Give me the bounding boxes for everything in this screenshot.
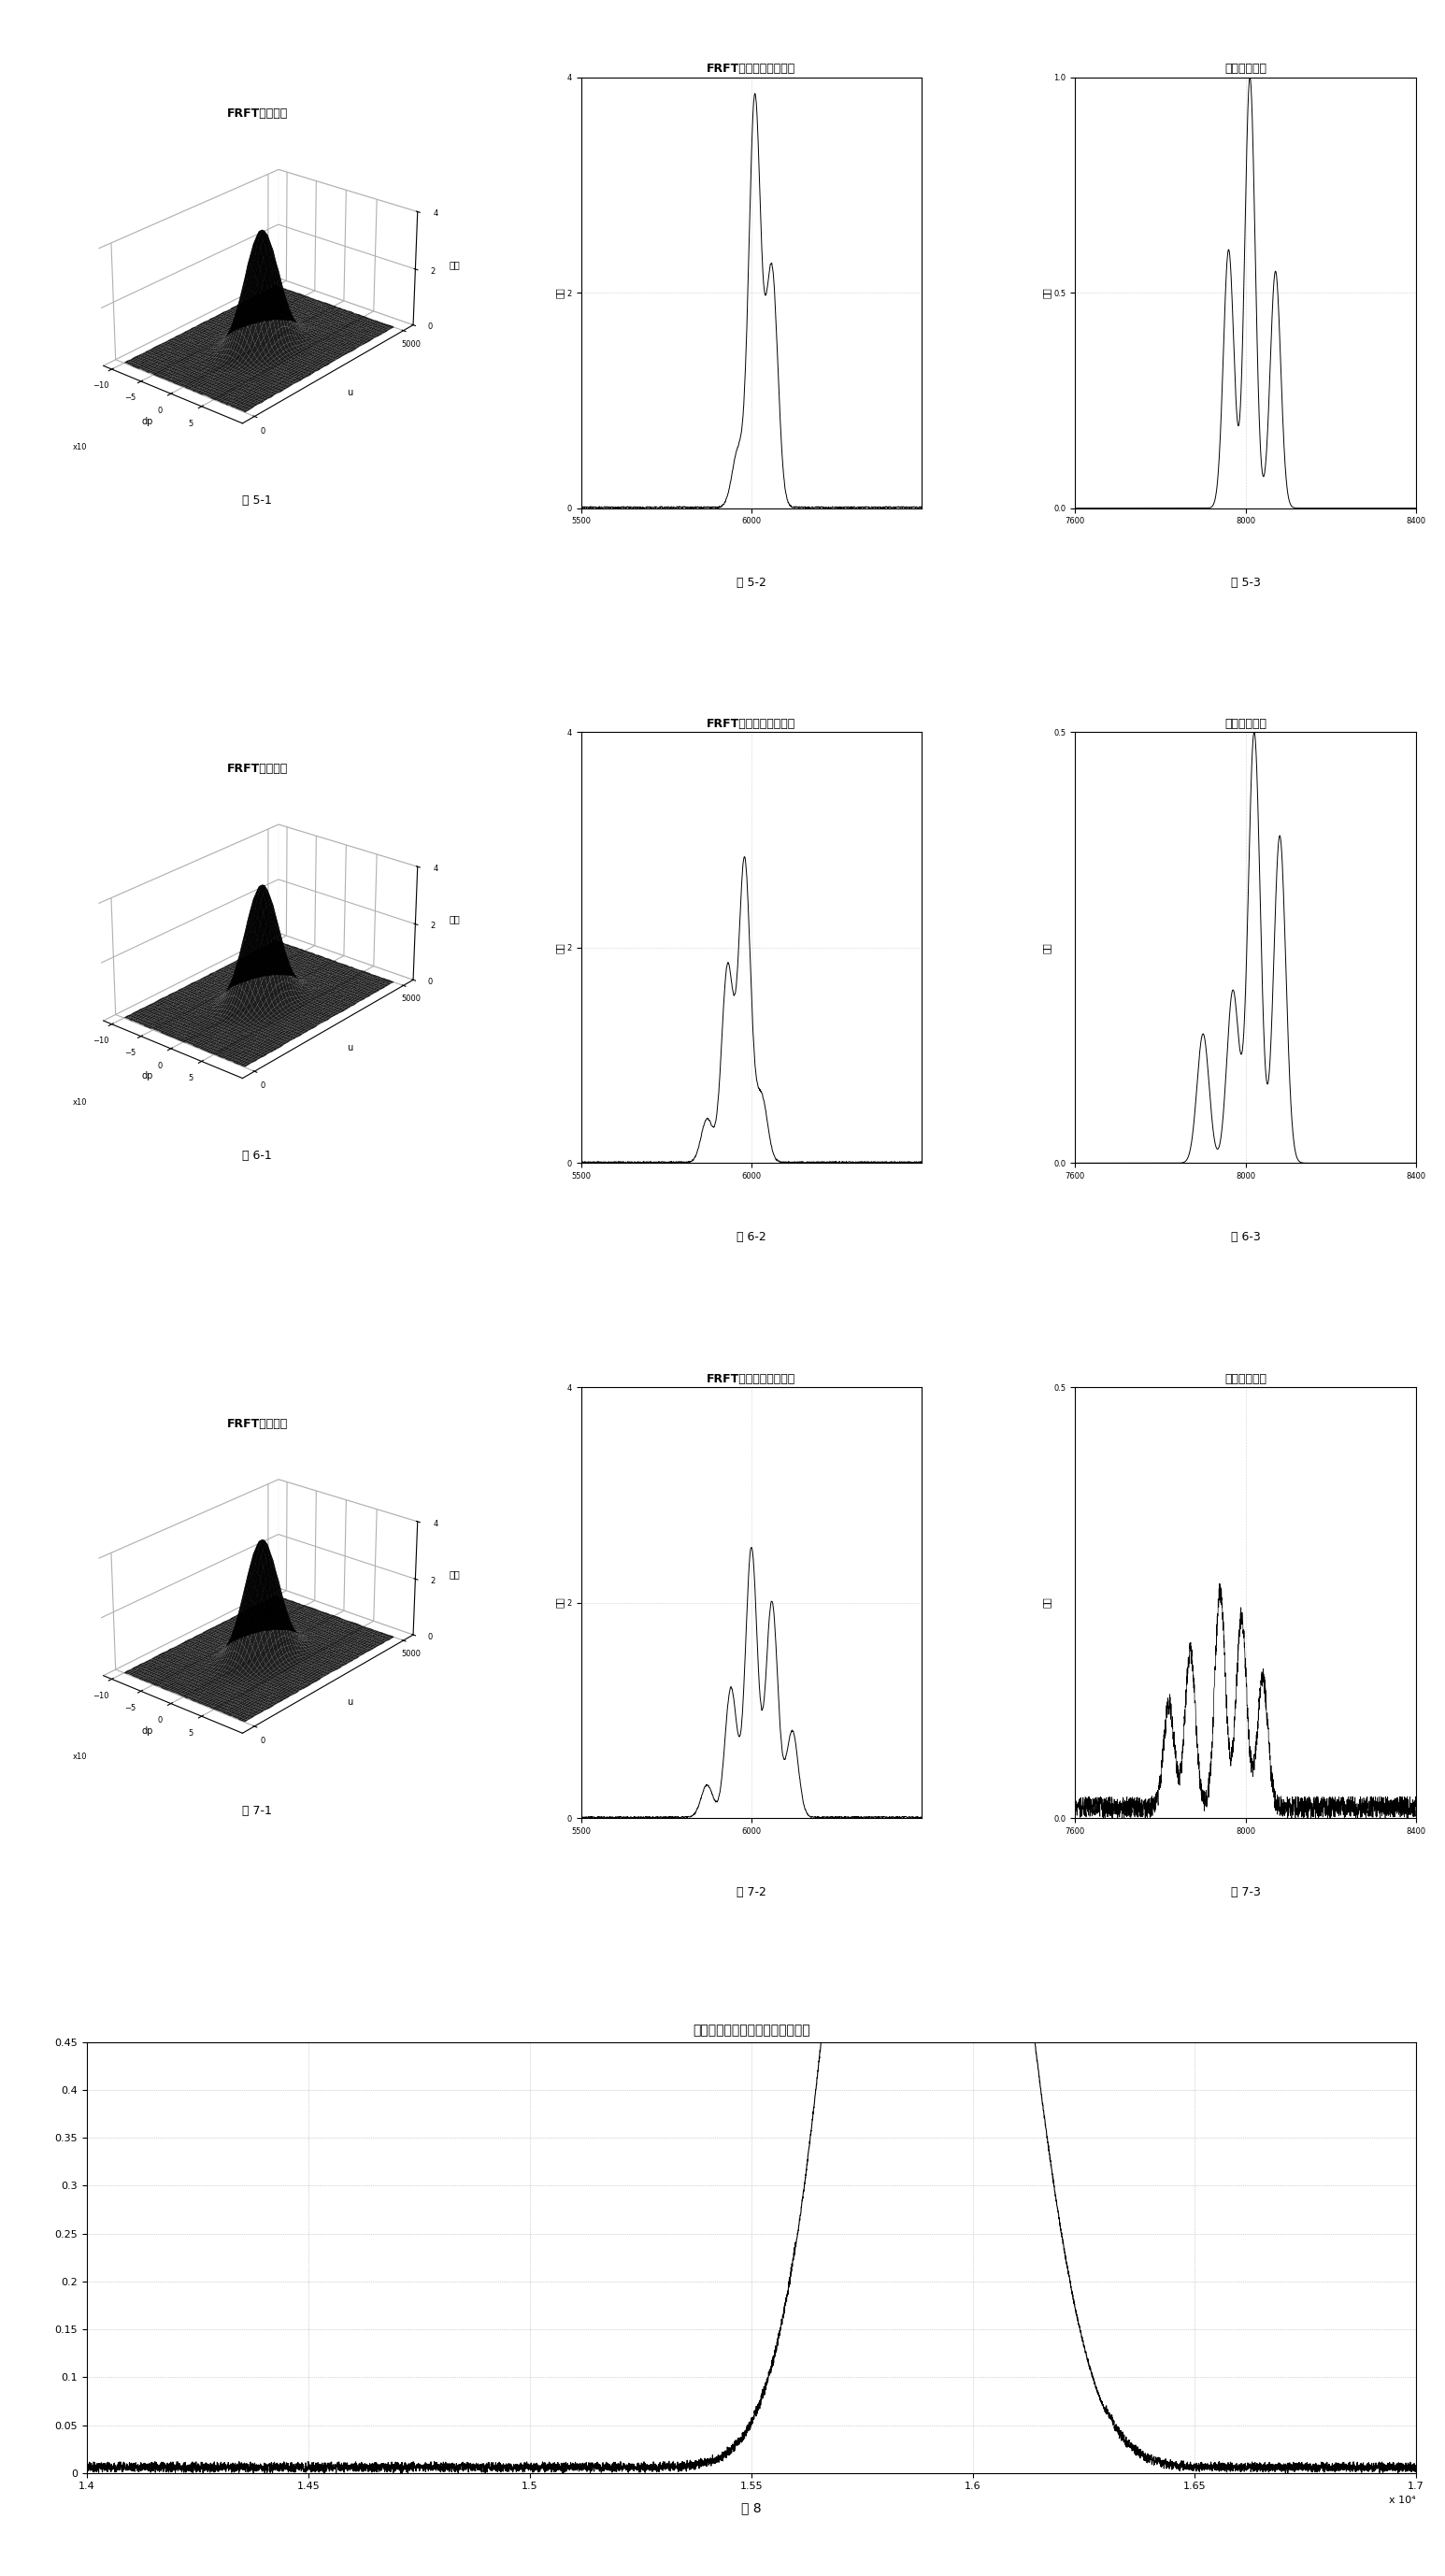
Title: 以原信号作为参考的拷贝相关输出: 以原信号作为参考的拷贝相关输出 <box>692 2025 811 2038</box>
Y-axis label: u: u <box>347 1698 353 1708</box>
Title: 拷贝相关输出: 拷贝相关输出 <box>1224 719 1267 729</box>
Title: FRFT二维搜索: FRFT二维搜索 <box>227 108 288 121</box>
Title: FRFT模值最优阶次输出: FRFT模值最优阶次输出 <box>707 1373 796 1386</box>
Y-axis label: 幅度: 幅度 <box>555 943 565 953</box>
X-axis label: dp: dp <box>142 1726 153 1736</box>
Title: 拷贝相关输出: 拷贝相关输出 <box>1224 1373 1267 1386</box>
Y-axis label: 幅度: 幅度 <box>1042 943 1052 953</box>
Y-axis label: u: u <box>347 1043 353 1051</box>
Text: 图 7-1: 图 7-1 <box>243 1806 272 1816</box>
Text: 图 6-1: 图 6-1 <box>243 1149 272 1162</box>
Text: 图 7-2: 图 7-2 <box>737 1886 766 1899</box>
Text: 图 6-2: 图 6-2 <box>737 1231 766 1244</box>
Text: 图 6-3: 图 6-3 <box>1231 1231 1260 1244</box>
Y-axis label: 幅度: 幅度 <box>555 1597 565 1607</box>
Y-axis label: u: u <box>347 389 353 397</box>
Y-axis label: 幅度: 幅度 <box>1042 289 1052 299</box>
X-axis label: dp: dp <box>142 417 153 425</box>
X-axis label: dp: dp <box>142 1072 153 1082</box>
Text: 图 5-1: 图 5-1 <box>243 495 272 507</box>
Title: 拷贝相关输出: 拷贝相关输出 <box>1224 62 1267 75</box>
Y-axis label: 幅度: 幅度 <box>555 289 565 299</box>
Text: 图 5-2: 图 5-2 <box>737 577 766 587</box>
Text: 图 5-3: 图 5-3 <box>1231 577 1260 587</box>
Text: x10: x10 <box>74 443 88 451</box>
Y-axis label: 幅度: 幅度 <box>1042 1597 1052 1607</box>
Title: FRFT二维搜索: FRFT二维搜索 <box>227 762 288 775</box>
Title: FRFT二维搜索: FRFT二维搜索 <box>227 1417 288 1430</box>
Text: 图 7-3: 图 7-3 <box>1231 1886 1260 1899</box>
Title: FRFT模值最优阶次输出: FRFT模值最优阶次输出 <box>707 62 796 75</box>
Text: 图 8: 图 8 <box>741 2501 762 2514</box>
Text: x10: x10 <box>74 1097 88 1105</box>
Title: FRFT模值最优阶次输出: FRFT模值最优阶次输出 <box>707 719 796 729</box>
Text: x10: x10 <box>74 1752 88 1762</box>
Text: x 10⁴: x 10⁴ <box>1389 2496 1416 2504</box>
